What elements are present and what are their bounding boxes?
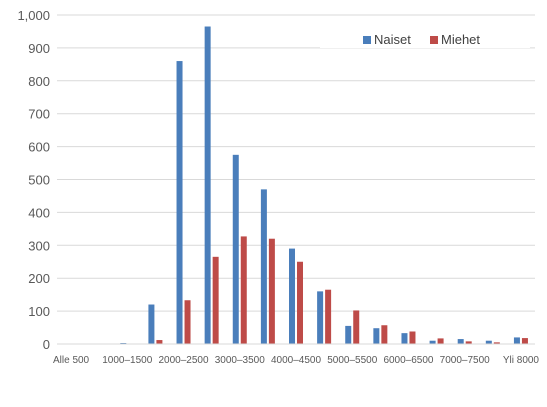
bar-miehet [521, 338, 528, 344]
gridlines [57, 14, 535, 312]
x-tick-label: Alle 500 [53, 355, 90, 366]
y-tick-label: 500 [28, 173, 50, 188]
bar-naiset [232, 154, 239, 344]
bar-miehet [493, 342, 500, 344]
y-tick-label: 1,000 [17, 8, 50, 23]
bar-miehet [465, 341, 472, 344]
y-tick-label: 300 [28, 238, 50, 253]
bar-naiset [401, 333, 408, 344]
bar-naiset [373, 328, 380, 344]
y-axis: 0 100 200 300 400 500 600 700 800 900 1,000 [17, 8, 50, 352]
x-tick-label: 1000–1500 [102, 355, 152, 366]
bar-miehet [240, 236, 247, 344]
bar-miehet [212, 256, 219, 344]
x-tick-label: 3000–3500 [215, 355, 265, 366]
legend-label-naiset: Naiset [374, 32, 411, 47]
bar-miehet [156, 340, 163, 344]
bar-naiset [289, 248, 295, 344]
y-tick-label: 200 [28, 271, 50, 286]
bar-naiset [429, 340, 436, 344]
bars [120, 26, 528, 345]
bar-naiset [176, 61, 183, 345]
bar-naiset [260, 189, 267, 344]
bar-naiset [345, 325, 352, 344]
bar-naiset [204, 26, 211, 344]
y-tick-label: 900 [28, 41, 50, 56]
y-tick-label: 700 [28, 107, 50, 122]
y-tick-label: 100 [28, 304, 50, 319]
bar-miehet [353, 310, 360, 344]
y-tick-label: 0 [43, 337, 50, 352]
x-tick-label: 6000–6500 [383, 355, 433, 366]
bar-miehet [268, 238, 275, 344]
x-tick-label: 7000–7500 [440, 355, 490, 366]
x-tick-label: 5000–5500 [327, 355, 377, 366]
bar-miehet [437, 338, 444, 344]
legend-swatch-naiset [363, 36, 371, 44]
bar-miehet [297, 261, 303, 344]
legend-background [320, 30, 530, 48]
x-tick-label: 2000–2500 [158, 355, 208, 366]
x-tick-label: Yli 8000 [503, 355, 540, 366]
bar-miehet [381, 325, 388, 344]
bar-naiset [317, 291, 324, 344]
bar-naiset [457, 339, 464, 344]
bar-miehet [409, 331, 416, 344]
y-tick-label: 600 [28, 140, 50, 155]
y-tick-label: 400 [28, 205, 50, 220]
bar-naiset [148, 304, 155, 344]
x-axis: Alle 500 1000–1500 2000–2500 3000–3500 4000–… [53, 355, 539, 366]
bar-miehet [184, 300, 191, 344]
bar-miehet [325, 289, 332, 344]
bar-naiset [513, 337, 520, 344]
bar-naiset [485, 340, 492, 344]
x-tick-label: 4000–4500 [271, 355, 321, 366]
y-tick-label: 800 [28, 74, 50, 89]
legend: Naiset Miehet [320, 30, 530, 48]
legend-label-miehet: Miehet [441, 32, 480, 47]
legend-swatch-miehet [430, 36, 438, 44]
